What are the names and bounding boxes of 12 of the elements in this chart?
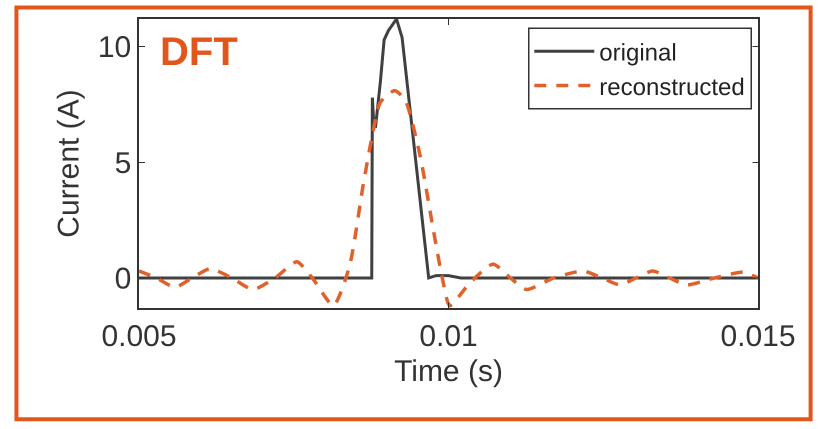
x-tick-label: 0.015 <box>720 320 796 353</box>
annotation: DFT <box>160 30 238 74</box>
legend-label: original <box>599 40 677 67</box>
y-tick-label: 0 <box>114 262 132 296</box>
y-tick-label: 10 <box>98 31 132 64</box>
legend-label: reconstructed <box>599 74 745 101</box>
x-tick-label: 0.005 <box>101 320 177 353</box>
x-axis-title: Time (s) <box>394 354 503 388</box>
y-tick-label: 5 <box>114 146 132 180</box>
y-axis-title: Current (A) <box>52 89 86 238</box>
x-tick-label: 0.01 <box>419 320 478 353</box>
line-series <box>139 19 758 280</box>
